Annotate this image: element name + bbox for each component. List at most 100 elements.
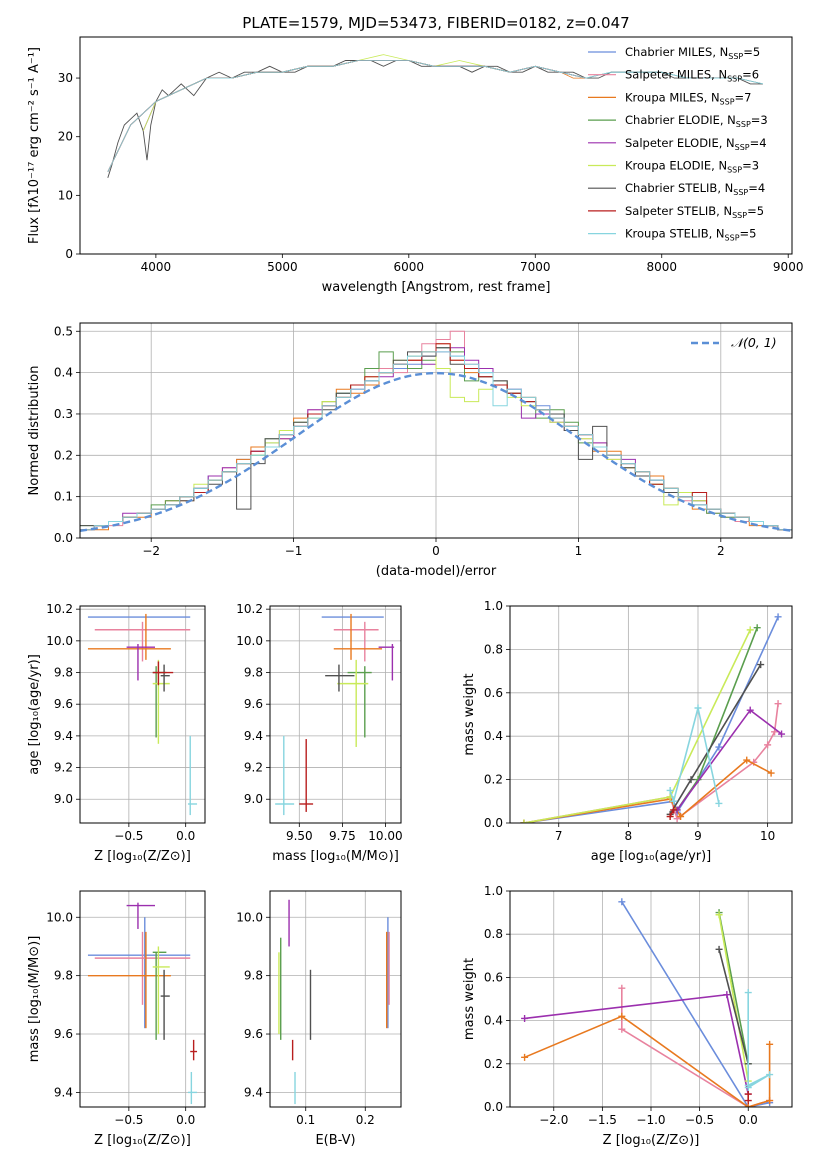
series-line-salpeter-stelib (107, 60, 586, 173)
x-tick-label: −2.0 (539, 1113, 568, 1127)
plot-area (270, 606, 401, 823)
y-axis-label: Flux [fλ10⁻¹⁷ erg cm⁻² s⁻¹ A⁻¹] (27, 47, 42, 244)
x-tick-label: 2 (717, 544, 725, 558)
y-tick-label: 0.3 (54, 407, 73, 421)
legend-entry: Salpeter STELIB, NSSP=5 (625, 204, 764, 220)
y-axis-label: Normed distribution (27, 366, 42, 496)
legend-entry: 𝒩(0, 1) (731, 335, 777, 350)
series-line-chabrier-elodie (142, 60, 511, 131)
point-marker (521, 1053, 529, 1061)
y-axis-label: mass [log₁₀(M/M⊙)] (27, 936, 42, 1063)
point-marker (744, 1084, 752, 1092)
series-line-kroupa-miles (107, 60, 586, 173)
x-tick-label: 8000 (646, 260, 677, 274)
series-line-kroupa-stelib (107, 60, 763, 173)
legend-entry: Chabrier MILES, NSSP=5 (625, 45, 760, 61)
y-tick-label: 9.0 (244, 792, 263, 806)
series-line-kroupa-miles (524, 1015, 771, 1107)
series-line-kroupa-miles (523, 759, 772, 823)
y-tick-label: 9.6 (54, 1027, 73, 1041)
point-marker (520, 819, 528, 823)
y-tick-label: 0.0 (484, 816, 503, 830)
series-line-kroupa-stelib (747, 992, 771, 1089)
panel-mass-vs-ebv: 0.1 0.2 9.4 9.6 9.8 10.0 E(B-V) (236, 890, 402, 1148)
point-marker (618, 984, 626, 992)
x-tick-label: 7000 (520, 260, 551, 274)
x-tick-label: −1.0 (636, 1113, 665, 1127)
point-marker (677, 812, 685, 820)
x-tick-label: 6000 (394, 260, 425, 274)
point-marker (694, 704, 702, 712)
panel-weight-vs-Z: −2.0 −1.5 −1.0 −0.5 0.0 0.0 0.2 0.4 0.6 0.8 1.0 Z [… (462, 884, 793, 1148)
point-marker (778, 730, 786, 738)
y-tick-label: 10.2 (236, 602, 263, 616)
x-tick-label: 7 (555, 829, 563, 843)
point-marker (618, 898, 626, 906)
x-tick-label: 0 (432, 544, 440, 558)
axes-frame (269, 605, 402, 824)
axes-frame (269, 890, 402, 1108)
point-marker (764, 741, 772, 749)
x-tick-label: 1 (575, 544, 583, 558)
histogram-kroupa-elodie (80, 351, 792, 531)
y-tick-label: 0.5 (54, 324, 73, 338)
x-tick-label: 9 (694, 829, 702, 843)
y-tick-label: 0.6 (484, 970, 503, 984)
y-tick-label: 0.6 (484, 686, 503, 700)
y-tick-label: 9.6 (244, 1027, 263, 1041)
point-marker (744, 1103, 752, 1107)
y-tick-label: 10.0 (236, 910, 263, 924)
x-tick-label: 0.0 (176, 1113, 195, 1127)
point-marker (766, 1097, 774, 1105)
plot-area (270, 891, 401, 1107)
x-axis-label: wavelength [Angstrom, rest frame] (322, 280, 551, 295)
point-marker (715, 945, 723, 953)
legend-entry: Salpeter ELODIE, NSSP=4 (625, 136, 767, 152)
point-marker (746, 626, 754, 634)
x-tick-label: 0.1 (296, 1113, 315, 1127)
x-tick-label: 10.00 (368, 829, 402, 843)
y-tick-label: 10 (58, 188, 73, 202)
x-tick-label: −1.5 (588, 1113, 617, 1127)
y-tick-label: 10.0 (236, 634, 263, 648)
y-tick-label: 0.8 (484, 642, 503, 656)
x-tick-label: 9000 (773, 260, 804, 274)
y-tick-label: 9.8 (244, 666, 263, 680)
y-tick-label: 9.2 (54, 761, 73, 775)
point-marker (723, 991, 731, 999)
x-axis-label: E(B-V) (315, 1133, 355, 1148)
point-marker (774, 700, 782, 708)
y-tick-label: 1.0 (484, 884, 503, 898)
series-line-salpeter-elodie (524, 993, 749, 1095)
point-marker (666, 812, 674, 820)
x-tick-label: 10 (760, 829, 775, 843)
y-tick-label: 0.2 (54, 448, 73, 462)
x-tick-label: 9.75 (329, 829, 356, 843)
axes-frame (79, 605, 206, 824)
x-tick-label: −0.5 (114, 829, 143, 843)
y-tick-label: 0.1 (54, 490, 73, 504)
axes-frame (509, 890, 793, 1108)
point-marker (744, 1097, 752, 1105)
x-tick-label: 0.0 (739, 1113, 758, 1127)
x-tick-label: 0.0 (176, 829, 195, 843)
x-axis-label: (data-model)/error (376, 564, 497, 579)
y-tick-label: 20 (58, 130, 73, 144)
panel-age-vs-mass: 9.50 9.75 10.00 9.0 9.2 9.4 9.6 9.8 10.0 10.2 mass… (236, 602, 402, 864)
series-line-chabrier-miles (621, 901, 770, 1107)
y-tick-label: 0.2 (484, 1057, 503, 1071)
legend-entry: Kroupa STELIB, NSSP=5 (625, 227, 756, 243)
legend-entry: Salpeter MILES, NSSP=6 (625, 68, 759, 84)
point-marker (757, 661, 765, 669)
plot-area (510, 891, 792, 1107)
y-tick-label: 0 (65, 247, 73, 261)
x-axis-label: age [log₁₀(age/yr)] (591, 849, 712, 864)
point-marker (774, 613, 782, 621)
panel-spectrum: 4000 5000 6000 7000 8000 9000 0 10 20 30 wavelengt… (27, 36, 804, 295)
plot-area (107, 54, 763, 178)
histogram-kroupa-stelib (80, 351, 792, 531)
point-marker (767, 769, 775, 777)
point-marker (715, 743, 723, 751)
x-tick-label: 8 (625, 829, 633, 843)
